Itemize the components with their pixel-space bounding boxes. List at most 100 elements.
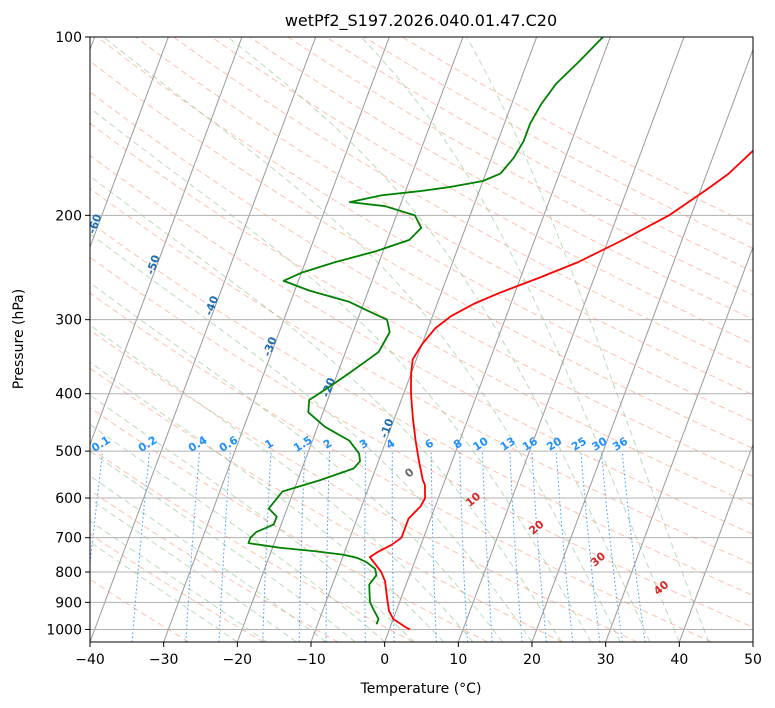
mixing-ratio-line [531, 451, 547, 642]
y-tick-label: 800 [55, 565, 82, 581]
dry-adiabat-line [90, 122, 753, 506]
dewpoint-profile-line [247, 37, 604, 625]
dry-adiabat-line [90, 221, 753, 596]
dry-adiabat-line [211, 37, 753, 345]
dry-adiabat-line [90, 533, 264, 642]
dry-adiabat-line [90, 292, 712, 642]
mixing-ratio-lines [90, 451, 646, 642]
mixing-ratio-line [580, 451, 601, 642]
plot-frame [89, 36, 754, 643]
isotherm-line [457, 37, 685, 642]
warm-isotherm-label: 20 [526, 517, 546, 537]
moist-adiabat-line [90, 394, 415, 642]
mixing-ratio-line [298, 451, 306, 642]
dry-adiabat-line [249, 37, 753, 320]
y-tick-label: 1000 [46, 622, 82, 638]
dry-adiabat-line [90, 60, 753, 450]
x-axis-ticks: −40 −30 −20 −10 0 10 20 30 40 50 [75, 642, 762, 668]
y-tick-label: 300 [55, 313, 82, 329]
moist-adiabats [90, 37, 710, 642]
moist-adiabat-line [90, 324, 474, 642]
mixing-ratio-label: 1 [262, 437, 275, 452]
x-tick-label: 30 [597, 652, 615, 668]
mixing-ratio-line [90, 451, 104, 569]
warm-isotherm-label: 40 [651, 578, 671, 598]
isotherm-line [605, 245, 753, 642]
x-tick-label: 0 [380, 652, 389, 668]
mixing-ratio-line [325, 451, 331, 642]
pressure-gridlines [90, 37, 753, 630]
mixing-ratio-line [391, 451, 395, 642]
isotherm-line [384, 37, 611, 642]
moist-adiabat-line [90, 233, 533, 642]
dry-adiabat-line [402, 37, 753, 227]
x-tick-label: −10 [296, 652, 326, 668]
isotherm-line [678, 443, 753, 642]
moist-adiabat-line [90, 107, 592, 642]
y-axis-ticks: 1000 900 800 700 600 500 400 300 200 100 [46, 30, 90, 638]
y-axis-label: Pressure (hPa) [11, 289, 27, 389]
dry-adiabats [90, 37, 753, 642]
dry-adiabat-line [90, 367, 563, 642]
warm-isotherm-label: 10 [463, 490, 483, 510]
moist-adiabat-line [90, 520, 268, 642]
isotherm-label: -70 [27, 171, 46, 194]
mixing-ratio-line [364, 451, 367, 642]
mixing-ratio-line [131, 451, 151, 642]
y-tick-label: 400 [55, 387, 82, 403]
dry-adiabat-line [90, 407, 488, 642]
dry-adiabat-line [135, 37, 753, 396]
dry-adiabat-line [325, 37, 753, 273]
isotherm-line [236, 37, 464, 642]
chart-title: wetPf2_S197.2026.040.01.47.C20 [285, 11, 557, 31]
isotherm-line [90, 37, 243, 446]
moist-adiabat-line [466, 37, 710, 642]
y-tick-label: 100 [55, 30, 82, 46]
mixing-ratio-line [459, 451, 469, 642]
dry-adiabat-line [96, 37, 753, 422]
x-tick-label: −20 [223, 652, 253, 668]
x-tick-label: −30 [149, 652, 179, 668]
warm-isotherm-label: 0 [402, 465, 416, 480]
dry-adiabat-line [90, 578, 190, 642]
x-tick-label: 20 [523, 652, 541, 668]
x-tick-label: 40 [670, 652, 688, 668]
dry-adiabat-line [287, 37, 753, 296]
isotherm-line [531, 48, 753, 642]
mixing-ratio-line [600, 451, 623, 642]
y-tick-label: 200 [55, 208, 82, 224]
isotherms [90, 37, 753, 642]
dry-adiabat-line [90, 187, 753, 565]
isotherm-line [752, 640, 753, 642]
moist-adiabat-line [90, 541, 238, 642]
isopleth-labels: -100-90-80-70-60-50-40-30-20-100.10.20.4… [27, 171, 672, 598]
isotherm-line [90, 37, 169, 249]
moist-adiabat-line [227, 37, 651, 642]
x-tick-label: 10 [449, 652, 467, 668]
dry-adiabat-line [90, 489, 339, 642]
plot-area: -100-90-80-70-60-50-40-30-20-100.10.20.4… [27, 37, 753, 642]
temperature-profile-line [369, 149, 753, 631]
x-tick-label: −40 [75, 652, 105, 668]
isotherm-line [163, 37, 390, 642]
moist-adiabat-line [360, 37, 680, 642]
moist-adiabat-line [90, 423, 386, 642]
mixing-ratio-label: 4 [384, 436, 398, 451]
mixing-ratio-line [481, 451, 493, 642]
x-tick-label: 50 [744, 652, 762, 668]
moist-adiabat-line [103, 37, 621, 642]
isotherm-line [310, 37, 538, 642]
x-axis-label: Temperature (°C) [360, 681, 482, 697]
dry-adiabat-line [90, 256, 753, 628]
moist-adiabat-line [90, 361, 444, 642]
mixing-ratio-line [621, 451, 646, 642]
profiles [247, 37, 753, 631]
dry-adiabat-line [90, 447, 414, 642]
mixing-ratio-line [555, 451, 574, 642]
y-tick-label: 700 [55, 531, 82, 547]
y-tick-label: 900 [55, 595, 82, 611]
y-tick-label: 500 [55, 444, 82, 460]
moist-adiabat-line [90, 498, 297, 642]
isotherm-line [90, 37, 317, 642]
